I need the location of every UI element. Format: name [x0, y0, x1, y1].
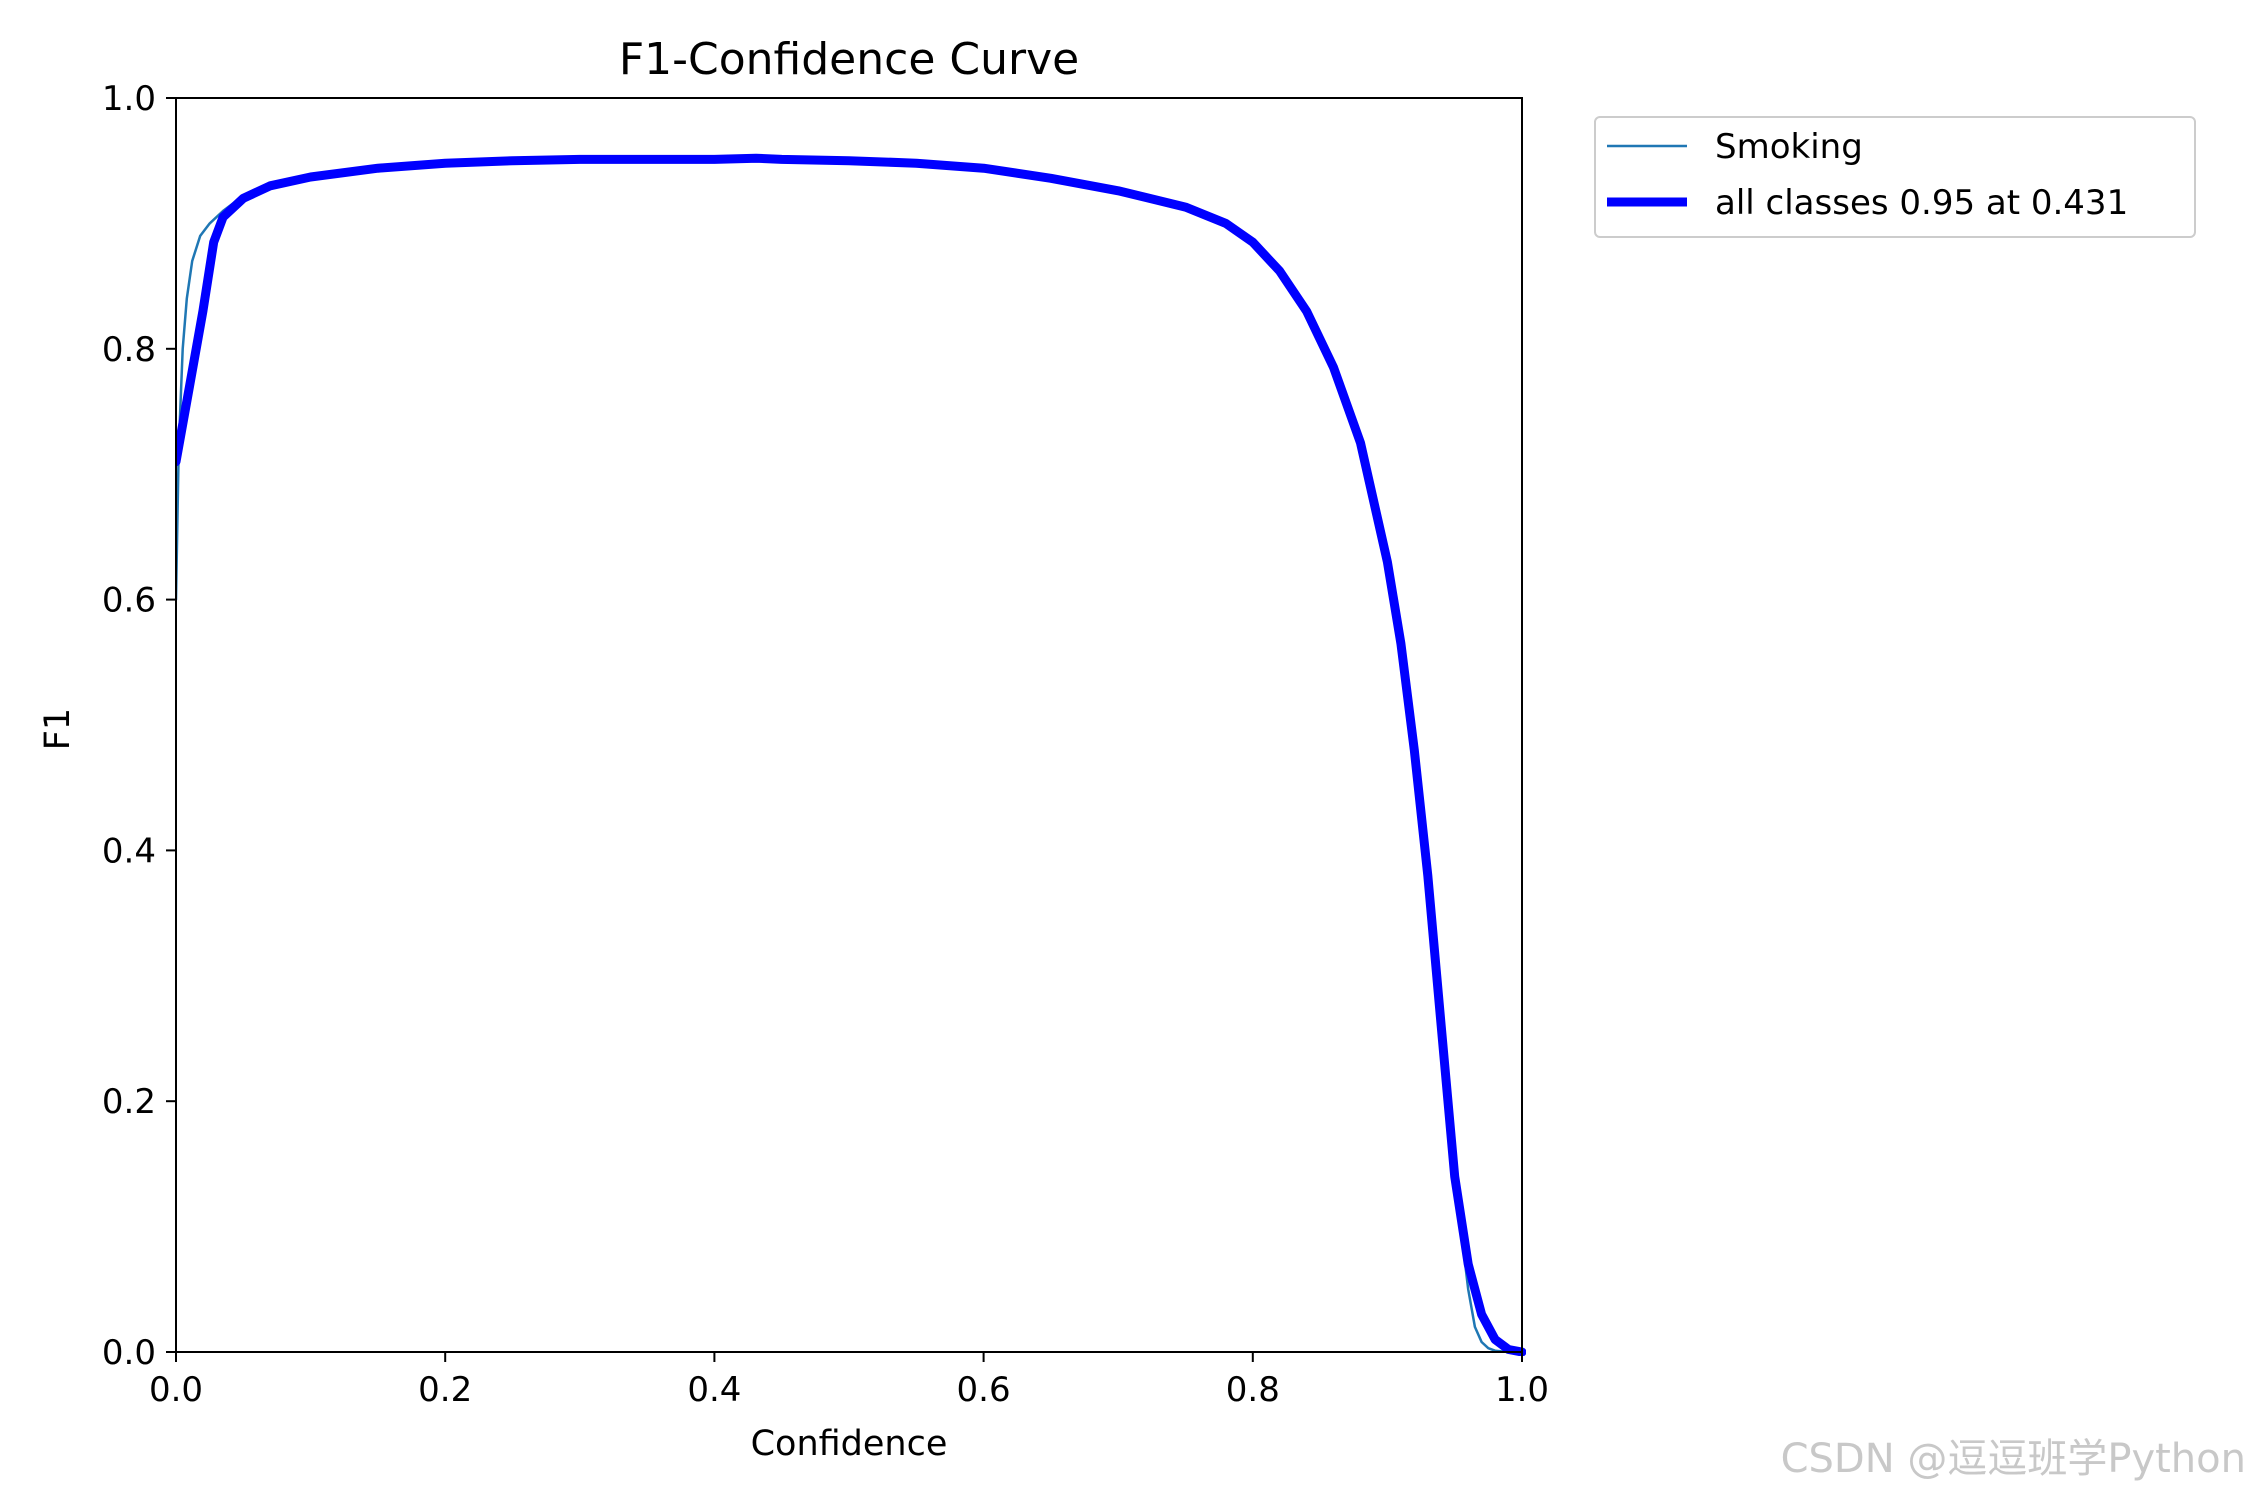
y-tick-label: 0.8: [102, 330, 156, 370]
x-tick-label: 0.4: [687, 1370, 741, 1410]
y-tick-label: 0.0: [102, 1333, 156, 1373]
legend-label-1: Smoking: [1715, 127, 1863, 167]
y-tick-label: 0.4: [102, 831, 156, 871]
y-tick-label: 0.2: [102, 1082, 156, 1122]
y-axis-label: F1: [38, 708, 78, 750]
series-line-2: [176, 153, 1526, 1356]
legend-label-2: all classes 0.95 at 0.431: [1715, 183, 2128, 223]
y-tick-label: 0.6: [102, 581, 156, 621]
axes-frame: [175, 97, 1523, 1353]
x-tick-label: 0.6: [957, 1370, 1011, 1410]
y-tick-label: 1.0: [102, 79, 156, 119]
x-axis-label: Confidence: [751, 1424, 948, 1464]
watermark: CSDN @逗逗班学Python: [1780, 1436, 2246, 1482]
legend: Smoking all classes 0.95 at 0.431: [1594, 116, 2196, 238]
x-tick-label: 0.2: [418, 1370, 472, 1410]
x-tick-label: 0.0: [149, 1370, 203, 1410]
plot-area: 0.0 0.2 0.4 0.6 0.8 1.0 0.0 0.2 0.4 0.6 0.8 1.0: [102, 79, 1549, 1410]
chart-title: F1-Confidence Curve: [619, 34, 1079, 85]
x-tick-label: 1.0: [1495, 1370, 1549, 1410]
legend-box: [1594, 116, 2196, 238]
x-tick-label: 0.8: [1226, 1370, 1280, 1410]
